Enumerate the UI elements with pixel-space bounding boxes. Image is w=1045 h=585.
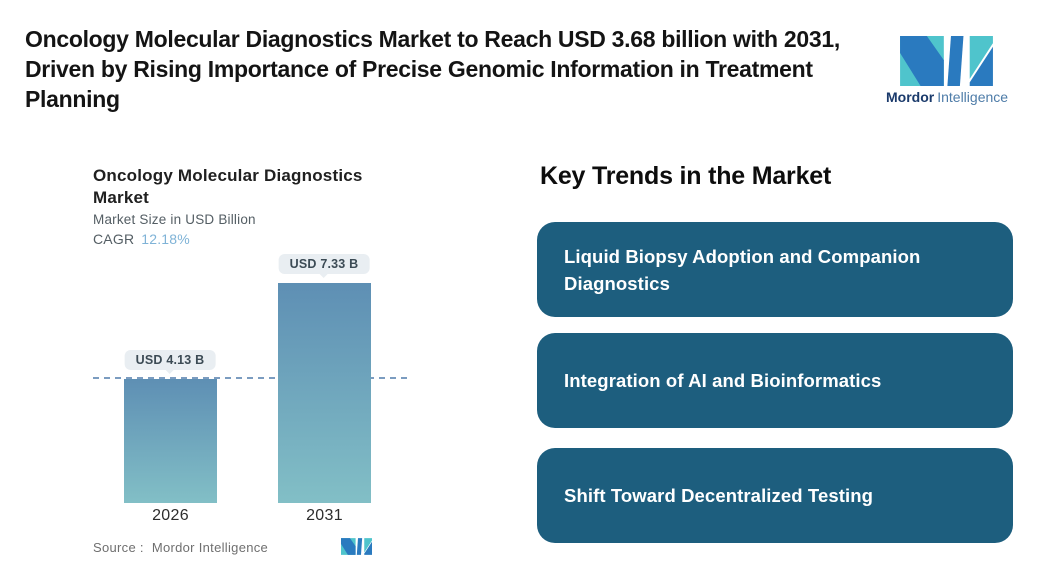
mordor-logo: Mordor Intelligence (886, 36, 1009, 105)
chart-cagr: CAGR 12.18% (93, 231, 190, 247)
brand-name-bold: Mordor (886, 89, 935, 105)
trend-card-decentralized-testing: Shift Toward Decentralized Testing (537, 448, 1013, 543)
trend-card-label: Liquid Biopsy Adoption and Companion Dia… (564, 245, 921, 294)
mordor-logo-mark-icon (899, 36, 993, 86)
brand-name: Mordor Intelligence (886, 89, 1009, 105)
trend-card-liquid-biopsy: Liquid Biopsy Adoption and Companion Dia… (537, 222, 1013, 317)
x-axis-label-2026: 2026 (152, 507, 189, 524)
cagr-label: CAGR (93, 231, 135, 247)
chart-title: Oncology Molecular Diagnostics Market (93, 166, 363, 207)
chart-subtitle: Market Size in USD Billion (93, 212, 256, 227)
cagr-value: 12.18% (141, 231, 190, 247)
page-title: Oncology Molecular Diagnostics Market to… (25, 26, 840, 112)
target-dash-line (93, 377, 407, 379)
bar-chart-plot: USD 4.13 B USD 7.33 B (93, 254, 407, 503)
value-label-2031: USD 7.33 B (278, 254, 370, 274)
source-value: Mordor Intelligence (151, 540, 269, 555)
trend-card-ai-bioinformatics: Integration of AI and Bioinformatics (537, 333, 1013, 428)
mordor-logo-mini-icon (341, 538, 372, 555)
value-label-2026: USD 4.13 B (124, 350, 216, 370)
bar-2026 (124, 379, 217, 503)
trend-card-label: Shift Toward Decentralized Testing (564, 485, 874, 506)
chart-source: Source : Mordor Intelligence (93, 540, 268, 555)
x-axis-label-2031: 2031 (306, 507, 343, 524)
key-trends-heading: Key Trends in the Market (540, 162, 832, 190)
trend-card-label: Integration of AI and Bioinformatics (564, 370, 882, 391)
source-label: Source : (93, 540, 144, 555)
brand-name-light: Intelligence (937, 89, 1009, 105)
bar-2031 (278, 283, 371, 503)
